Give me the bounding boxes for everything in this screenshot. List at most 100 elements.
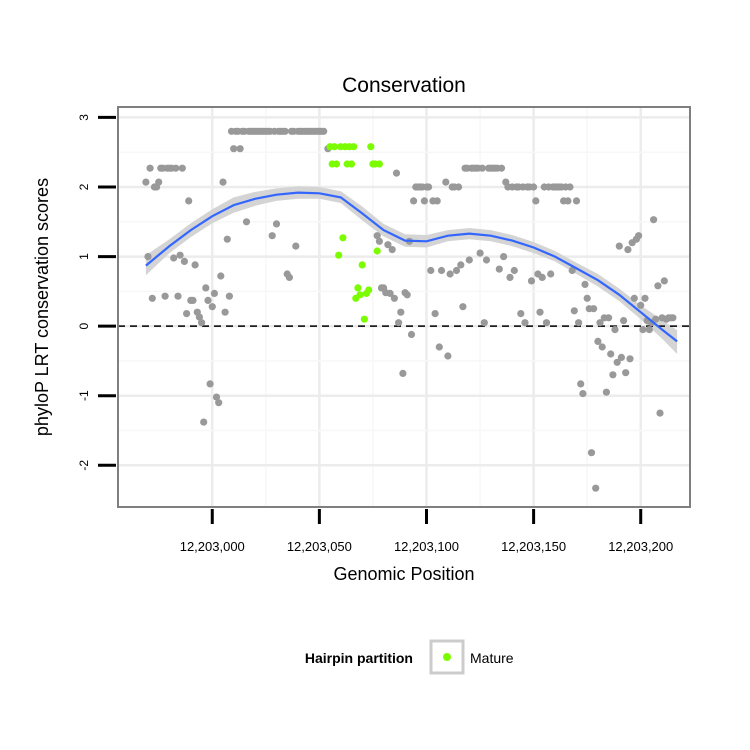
other-data-point [654, 282, 662, 290]
other-data-point [482, 256, 491, 264]
other-data-point [521, 319, 529, 327]
y-axis: -2 -1 0 1 2 3 [77, 114, 116, 471]
legend-title: Hairpin partition [305, 650, 413, 666]
other-data-point [452, 266, 461, 275]
other-data-point [568, 266, 576, 275]
x-tick-label: 12,203,100 [394, 539, 459, 554]
other-data-point [178, 164, 186, 172]
y-tick-label: -2 [77, 460, 91, 471]
other-data-point [219, 178, 227, 186]
x-tick-label: 12,203,050 [287, 539, 352, 554]
mature-data-point [347, 160, 356, 168]
other-data-point [530, 183, 538, 191]
other-data-point [200, 418, 208, 426]
other-data-point [590, 305, 598, 313]
other-data-point [172, 164, 180, 172]
other-data-point [397, 308, 405, 316]
mature-data-point [358, 261, 366, 269]
other-data-point [384, 241, 392, 249]
other-data-point [195, 313, 203, 321]
other-data-point [536, 308, 544, 316]
other-data-point [161, 292, 169, 300]
other-data-point [208, 303, 216, 311]
other-data-point [542, 319, 551, 327]
other-data-point [566, 183, 574, 191]
y-tick-label: -1 [77, 390, 91, 401]
other-data-point [570, 307, 578, 315]
other-data-point [285, 273, 293, 281]
other-data-point [637, 301, 645, 309]
other-data-point [455, 183, 463, 191]
other-data-point [176, 251, 184, 259]
other-data-point [598, 343, 606, 351]
x-axis: 12,203,000 12,203,050 12,203,100 12,203,150… [180, 509, 673, 554]
other-data-point [656, 409, 664, 417]
other-data-point [191, 261, 199, 269]
other-data-point [170, 254, 178, 262]
other-data-point [427, 266, 435, 275]
other-data-point [223, 235, 231, 243]
other-data-point [407, 330, 416, 339]
other-data-point [506, 273, 514, 281]
loess-smooth-line [145, 191, 678, 343]
other-data-point [630, 294, 638, 302]
mature-data-point [360, 315, 368, 323]
other-data-point [444, 352, 452, 360]
other-data-point [437, 266, 446, 275]
other-data-point [510, 266, 518, 275]
y-tick-label: 1 [77, 253, 91, 260]
mature-data-point [375, 160, 383, 168]
y-tick-label: 0 [77, 322, 91, 329]
other-data-point [624, 246, 632, 254]
other-data-point [622, 369, 630, 377]
other-data-point [198, 319, 206, 327]
other-data-point [527, 277, 536, 285]
other-data-point [626, 355, 634, 363]
other-data-point [392, 169, 401, 177]
other-data-point [660, 277, 668, 285]
x-tick-label: 12,203,200 [608, 539, 673, 554]
other-data-point [442, 178, 450, 186]
other-data-point [268, 232, 276, 240]
y-axis-title: phyloP LRT conservation scores [32, 178, 52, 436]
mature-data-point [354, 284, 362, 292]
other-data-point [635, 232, 643, 240]
other-data-point [155, 178, 163, 186]
other-data-point [476, 249, 484, 257]
other-data-point [144, 253, 152, 261]
other-data-point [532, 197, 540, 205]
mature-data-point [335, 251, 343, 259]
plot-area [117, 106, 691, 508]
other-data-point [480, 319, 488, 327]
other-data-point [431, 310, 439, 318]
x-tick-label: 12,203,000 [180, 539, 245, 554]
other-data-point [575, 319, 583, 327]
other-data-point [596, 319, 604, 327]
other-data-point [433, 197, 441, 205]
other-data-point [320, 127, 328, 135]
other-data-point [620, 317, 628, 325]
other-data-point [202, 284, 210, 292]
other-data-point [605, 314, 613, 322]
other-data-point [538, 273, 546, 281]
other-data-point [225, 292, 233, 300]
x-axis-title: Genomic Position [333, 564, 474, 584]
other-data-point [583, 294, 591, 302]
other-data-point [639, 326, 647, 334]
other-data-point [613, 358, 621, 366]
other-data-point [399, 369, 407, 377]
other-data-point [547, 270, 555, 278]
other-data-point [386, 289, 394, 297]
other-data-point [645, 326, 653, 334]
other-data-point [425, 183, 433, 191]
other-data-point [579, 390, 587, 398]
other-data-point [183, 310, 191, 318]
other-data-point [611, 326, 619, 334]
other-data-point [403, 291, 411, 299]
other-data-point [185, 197, 193, 205]
plot-panel [118, 107, 690, 507]
other-data-point [594, 337, 602, 345]
other-data-point [230, 145, 238, 153]
other-data-point [180, 257, 188, 265]
